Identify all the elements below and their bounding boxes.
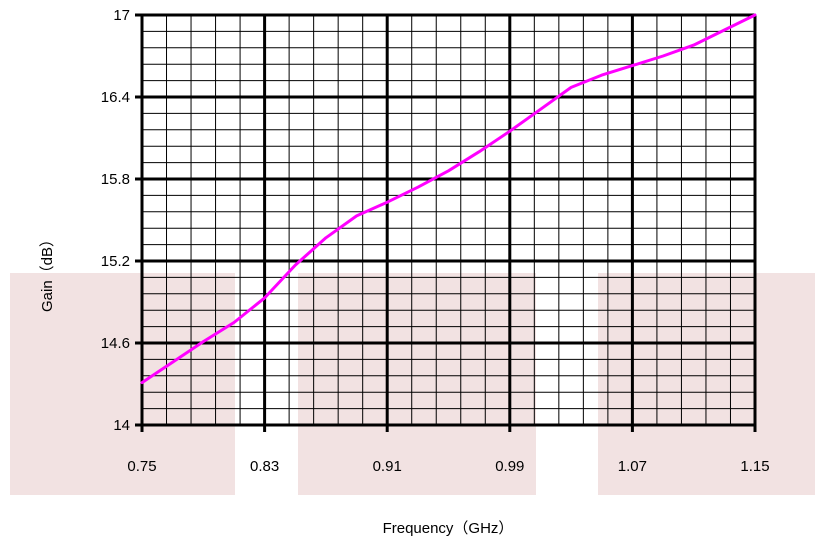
x-tick-label: 1.07: [618, 458, 647, 475]
series-line-1: [140, 13, 757, 385]
y-tick-label: 15.8: [101, 171, 130, 188]
y-axis-title: Gain（dB）: [39, 232, 56, 312]
x-tick-label: 0.83: [250, 458, 279, 475]
y-tick-label: 14.6: [101, 335, 130, 352]
shaded-bands: [10, 273, 815, 495]
x-axis-title: Frequency（GHz）: [383, 520, 514, 537]
series-layer: [140, 13, 757, 385]
x-tick-label: 0.75: [127, 458, 156, 475]
y-tick-label: 17: [113, 7, 130, 24]
y-tick-label: 14: [113, 417, 130, 434]
x-tick-label: 1.15: [740, 458, 769, 475]
x-tick-label: 0.99: [495, 458, 524, 475]
tick-labels: 0.75 0.83 0.91 0.99 1.07 1.15 14 14.6 15.2 15.8 16…: [101, 7, 770, 475]
major-grid: [135, 13, 757, 432]
y-tick-label: 16.4: [101, 89, 130, 106]
x-tick-label: 0.91: [373, 458, 402, 475]
y-tick-label: 15.2: [101, 253, 130, 270]
